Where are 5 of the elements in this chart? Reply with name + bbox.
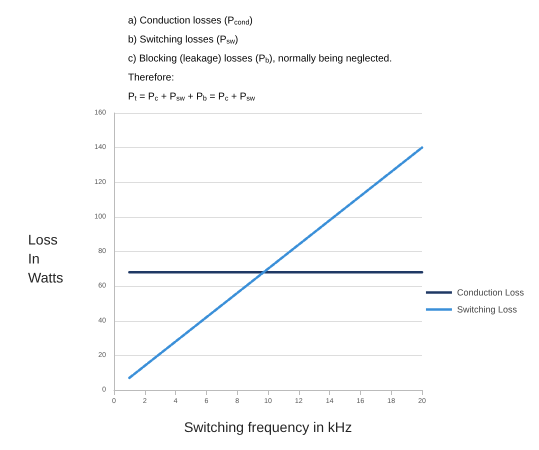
legend-label: Conduction Loss — [456, 288, 524, 298]
y-axis-title: Loss In Watts — [28, 232, 64, 286]
x-axis-title: Switching frequency in kHz — [184, 419, 352, 435]
legend-label: Switching Loss — [456, 304, 518, 314]
text: Therefore: — [128, 72, 174, 84]
